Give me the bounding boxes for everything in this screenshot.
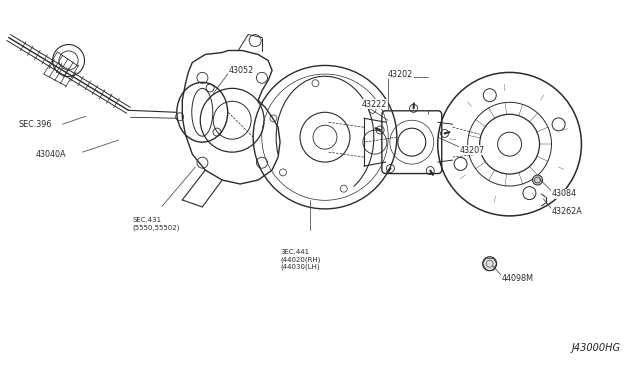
Text: SEC.431
(5550,55502): SEC.431 (5550,55502) [132, 217, 180, 231]
Text: 3EC.441
(44020(RH)
(44030(LH): 3EC.441 (44020(RH) (44030(LH) [280, 249, 321, 270]
Text: SEC.396: SEC.396 [19, 120, 52, 129]
Circle shape [483, 257, 497, 271]
Text: 43207: 43207 [460, 145, 485, 155]
Text: 43052: 43052 [228, 66, 253, 75]
Text: 43084: 43084 [552, 189, 577, 199]
Text: 43202: 43202 [388, 70, 413, 79]
Text: 43262A: 43262A [552, 208, 582, 217]
Text: 43222: 43222 [362, 100, 387, 109]
Text: J43000HG: J43000HG [572, 343, 620, 353]
Circle shape [532, 175, 543, 185]
Text: 43040A: 43040A [36, 150, 66, 158]
Text: 44098M: 44098M [502, 274, 534, 283]
